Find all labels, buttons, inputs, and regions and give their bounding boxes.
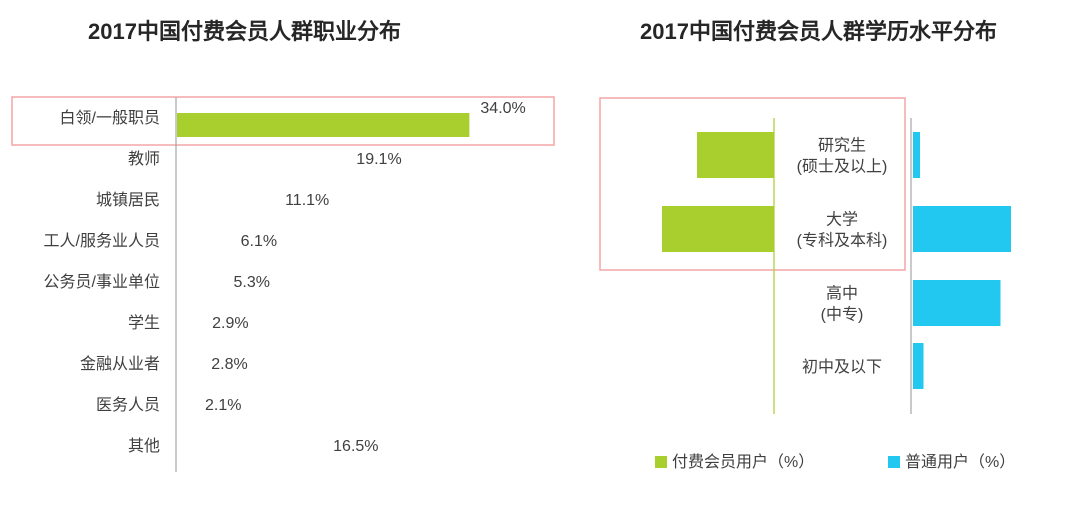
category-label: (硕士及以上) — [797, 158, 888, 176]
highlight-box — [599, 97, 906, 271]
value-label: 19.1% — [356, 151, 401, 168]
category-label: 白领/一般职员 — [60, 109, 160, 127]
category-label: 高中 — [826, 285, 858, 303]
category-label: 城镇居民 — [96, 191, 160, 209]
bar — [177, 113, 470, 137]
category-label: 工人/服务业人员 — [44, 232, 160, 250]
bar-paid — [662, 206, 774, 252]
category-label: 大学 — [826, 211, 858, 229]
category-label: 研究生 — [818, 137, 866, 155]
occupation-bar-chart: 白领/一般职员 34.0% 教师 19.1% 城镇居民 11.1% 工人/服务业人员 6.1%… — [11, 96, 555, 472]
category-label: 金融从业者 — [80, 355, 160, 373]
value-label: 5.3% — [233, 274, 269, 291]
legend-swatch-normal — [888, 456, 900, 468]
value-label: 6.1% — [241, 233, 277, 250]
category-label: 医务人员 — [96, 396, 160, 414]
highlight-box — [11, 96, 555, 146]
value-label: 16.5% — [333, 438, 378, 455]
chart-title-education: 2017中国付费会员人群学历水平分布 — [640, 19, 997, 44]
category-label: (专科及本科) — [797, 232, 888, 250]
legend-swatch-paid — [655, 456, 667, 468]
value-label: 2.1% — [205, 397, 241, 414]
category-label: 教师 — [128, 150, 160, 168]
value-label: 2.8% — [211, 356, 247, 373]
legend-label-paid: 付费会员用户（%） — [672, 453, 814, 471]
category-label: (中专) — [821, 306, 864, 324]
chart-title-occupation: 2017中国付费会员人群职业分布 — [88, 19, 401, 44]
bar-normal — [913, 343, 924, 389]
value-label: 11.1% — [285, 192, 329, 209]
category-label: 公务员/事业单位 — [44, 273, 160, 291]
bar-normal — [913, 280, 1001, 326]
category-label: 其他 — [128, 437, 160, 455]
value-label: 2.9% — [212, 315, 248, 332]
bar-normal — [913, 132, 920, 178]
category-label: 学生 — [128, 314, 160, 332]
legend-label-normal: 普通用户（%） — [905, 453, 1015, 471]
category-label: 初中及以下 — [802, 358, 882, 376]
value-label: 34.0% — [480, 100, 525, 117]
bar-paid — [697, 132, 774, 178]
bar-normal — [913, 206, 1011, 252]
